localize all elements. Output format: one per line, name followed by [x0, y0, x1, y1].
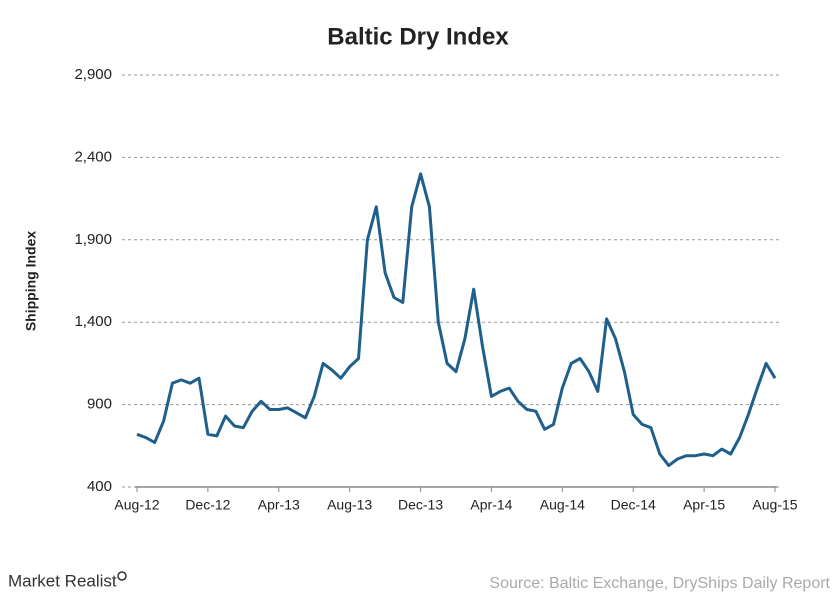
y-tick-label: 2,400: [74, 148, 112, 165]
x-tick-label: Aug-14: [540, 497, 585, 513]
data-line: [136, 172, 777, 468]
y-tick-label: 400: [87, 478, 112, 495]
source-note: Source: Baltic Exchange, DryShips Daily …: [489, 575, 830, 592]
brand-icon: [117, 571, 127, 581]
x-tick-label: Apr-15: [683, 497, 725, 513]
x-tick-label: Aug-15: [752, 497, 797, 513]
y-tick-label: 2,900: [74, 66, 112, 83]
x-tick-label: Dec-14: [611, 497, 656, 513]
chart-title: Baltic Dry Index: [327, 23, 509, 50]
x-tick-label: Dec-12: [185, 497, 230, 513]
x-tick-label: Dec-13: [398, 497, 443, 513]
y-tick-label: 1,900: [74, 231, 112, 248]
x-tick-label: Aug-12: [114, 497, 159, 513]
x-tick-label: Aug-13: [327, 497, 372, 513]
y-tick-label: 900: [87, 396, 112, 413]
x-tick-label: Apr-13: [258, 497, 300, 513]
x-tick-label: Apr-14: [470, 497, 512, 513]
brand: Market Realist: [8, 571, 117, 590]
y-tick-label: 1,400: [74, 313, 112, 330]
y-axis-label: Shipping Index: [23, 231, 39, 332]
